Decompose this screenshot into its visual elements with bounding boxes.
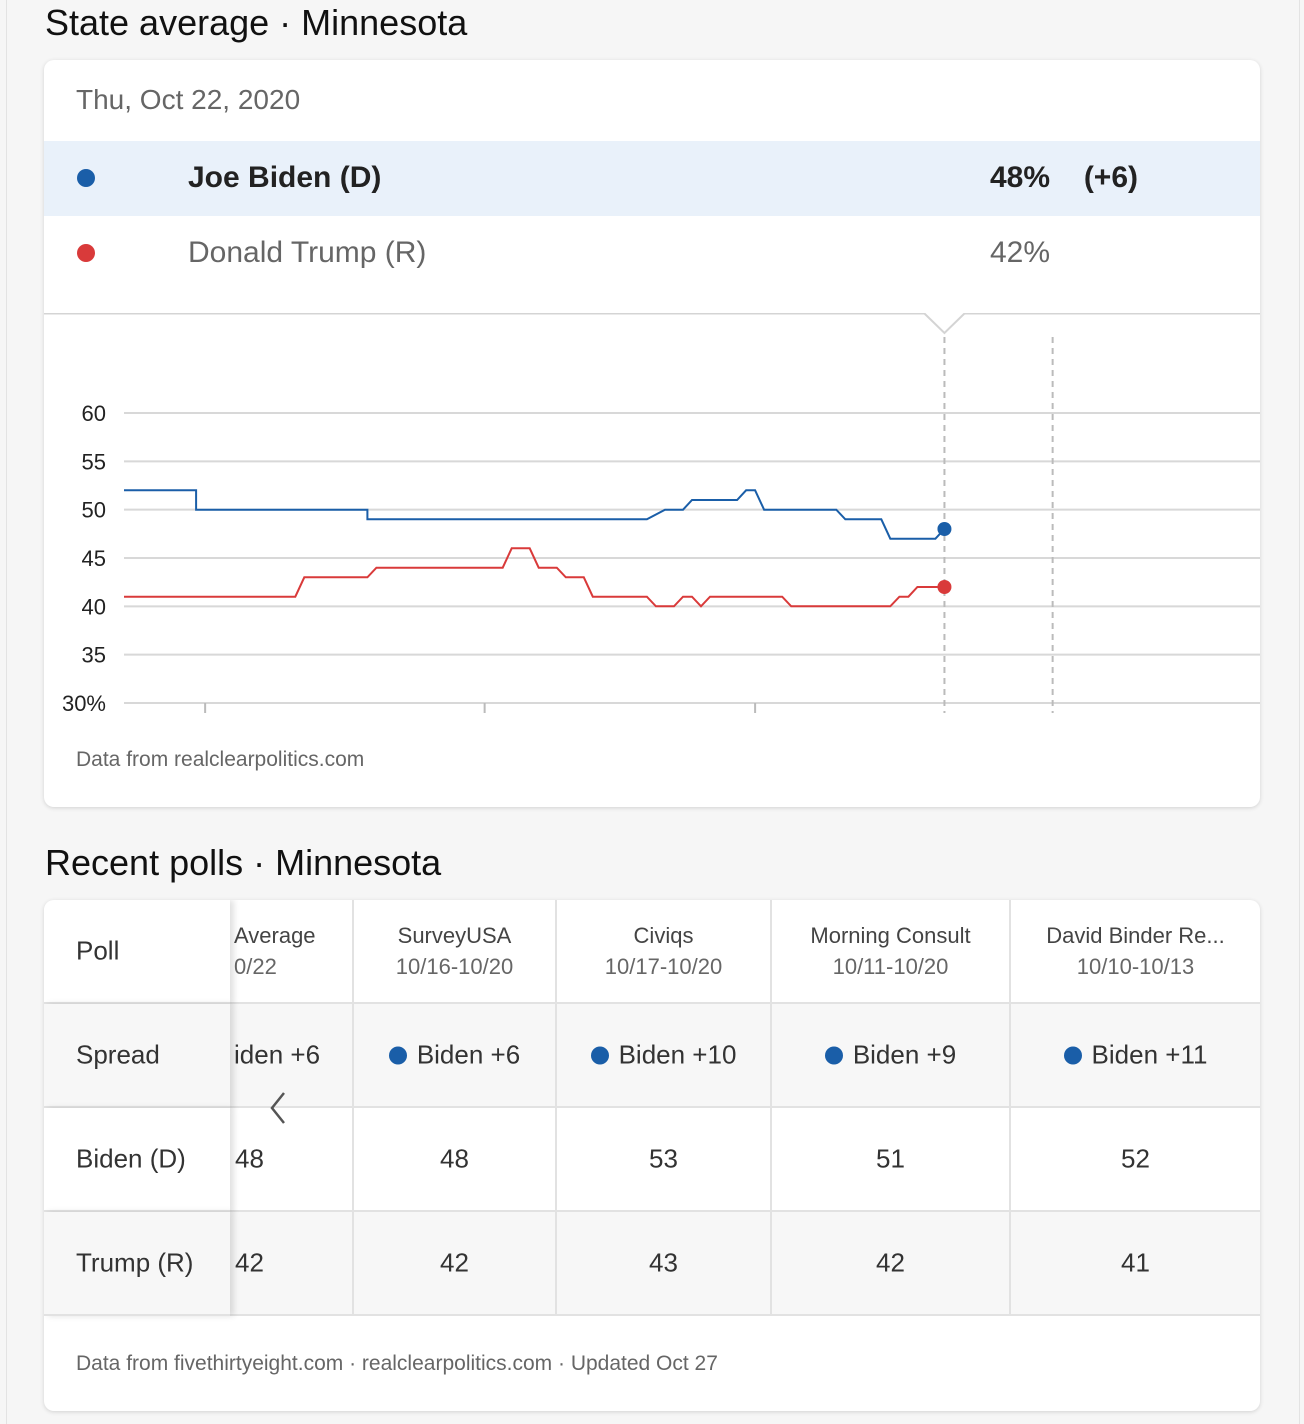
spread-text: Biden +6: [416, 1039, 521, 1070]
chart-top-border: [44, 312, 1260, 335]
row-label-text: Poll: [76, 935, 120, 966]
row-label-text: Biden (D): [76, 1143, 186, 1174]
y-tick-label: 45: [82, 546, 106, 571]
trump-value: 41: [1121, 1247, 1150, 1278]
poll-dates: 10/11-10/20: [832, 954, 949, 979]
row-label-spread: Spread: [44, 1004, 230, 1108]
chevron-left-icon[interactable]: [264, 1088, 294, 1128]
y-tick-label: 30%: [62, 691, 106, 713]
biden-dot-icon: [824, 1046, 843, 1065]
poll-name: Morning Consult: [810, 923, 971, 948]
spread-cell: Biden +10: [557, 1004, 772, 1108]
row-label-trump: Trump (R): [44, 1212, 230, 1316]
poll-dates: 10/10-10/13: [1076, 954, 1195, 979]
poll-name: Average: [234, 923, 316, 948]
series-marker-dot: [937, 522, 952, 536]
biden-cell: 48: [230, 1108, 354, 1212]
poll-header-surveyusa[interactable]: SurveyUSA 10/16-10/20: [354, 900, 557, 1004]
series-line: [124, 547, 945, 608]
trump-cell: 41: [1011, 1212, 1260, 1316]
trump-cell: 42: [230, 1212, 354, 1316]
spread-text: Biden +9: [852, 1039, 957, 1070]
poll-header-morning-consult[interactable]: Morning Consult 10/11-10/20: [772, 900, 1011, 1004]
trump-value: 42: [876, 1247, 905, 1278]
candidate-spread: (+6): [1083, 161, 1138, 194]
poll-name: David Binder Re...: [1046, 923, 1225, 948]
spread-text: Biden +10: [618, 1039, 737, 1070]
y-tick-label: 50: [82, 498, 106, 523]
row-label-biden: Biden (D): [44, 1108, 230, 1212]
trump-cell: 42: [772, 1212, 1011, 1316]
y-tick-label: 35: [82, 643, 106, 668]
series-line: [124, 489, 946, 540]
date-label: Thu, Oct 22, 2020: [76, 84, 301, 115]
spread-cell: Biden +6: [354, 1004, 557, 1108]
series-marker-dot: [937, 580, 952, 594]
biden-dot-icon: [590, 1046, 609, 1065]
poll-header-david-binder[interactable]: David Binder Re... 10/10-10/13: [1011, 900, 1260, 1004]
biden-cell: 53: [557, 1108, 772, 1212]
biden-dot-icon: [388, 1046, 407, 1065]
spread-cell: Biden +11: [1011, 1004, 1260, 1108]
row-label-text: Spread: [76, 1039, 160, 1070]
biden-cell: 51: [772, 1108, 1011, 1212]
y-tick-label: 60: [82, 401, 106, 426]
chart-source-note: Data from realclearpolitics.com: [76, 748, 365, 771]
biden-value: 48: [235, 1143, 264, 1174]
candidate-name: Donald Trump (R): [188, 236, 427, 269]
candidate-value: 48%: [989, 161, 1050, 194]
biden-cell: 52: [1011, 1108, 1260, 1212]
polls-source-note: Data from fivethirtyeight.com · realclea…: [76, 1352, 718, 1375]
trump-value: 42: [235, 1247, 264, 1278]
trump-value: 43: [649, 1247, 678, 1278]
row-label-text: Trump (R): [76, 1247, 194, 1278]
trump-dot-icon: [77, 244, 95, 262]
trump-value: 42: [440, 1247, 469, 1278]
biden-value: 52: [1121, 1143, 1150, 1174]
recent-polls-card: Average 0/22 SurveyUSA 10/16-10/20 Civiq…: [44, 900, 1260, 1411]
spread-cell: Biden +9: [772, 1004, 1011, 1108]
trump-cell: 43: [557, 1212, 772, 1316]
poll-name: SurveyUSA: [397, 923, 512, 948]
candidate-value: 42%: [989, 236, 1050, 269]
trump-cell: 42: [354, 1212, 557, 1316]
spread-text: Biden +11: [1091, 1039, 1208, 1070]
y-tick-label: 40: [82, 594, 106, 619]
poll-header-average[interactable]: Average 0/22: [230, 900, 354, 1004]
candidate-row-trump[interactable]: Donald Trump (R) 42%: [44, 216, 1260, 291]
biden-value: 53: [649, 1143, 678, 1174]
biden-dot-icon: [77, 169, 95, 187]
y-tick-label: 55: [82, 449, 106, 474]
biden-value: 51: [876, 1143, 905, 1174]
row-label-poll: Poll: [44, 900, 230, 1004]
spread-cell: iden +6: [230, 1004, 354, 1108]
candidate-row-biden[interactable]: Joe Biden (D) 48% (+6): [44, 141, 1260, 216]
spread-text: iden +6: [234, 1039, 321, 1070]
poll-dates: 10/17-10/20: [604, 954, 723, 979]
biden-value: 48: [440, 1143, 469, 1174]
state-average-title: State average · Minnesota: [45, 2, 468, 43]
poll-header-civiqs[interactable]: Civiqs 10/17-10/20: [557, 900, 772, 1004]
candidate-name: Joe Biden (D): [188, 161, 382, 194]
biden-dot-icon: [1063, 1046, 1082, 1065]
state-average-card: Thu, Oct 22, 2020 Joe Biden (D) 48% (+6)…: [44, 60, 1260, 807]
poll-name: Civiqs: [633, 923, 694, 948]
recent-polls-title: Recent polls · Minnesota: [45, 842, 442, 883]
poll-dates: 0/22: [234, 954, 277, 979]
poll-dates: 10/16-10/20: [395, 954, 514, 979]
biden-cell: 48: [354, 1108, 557, 1212]
